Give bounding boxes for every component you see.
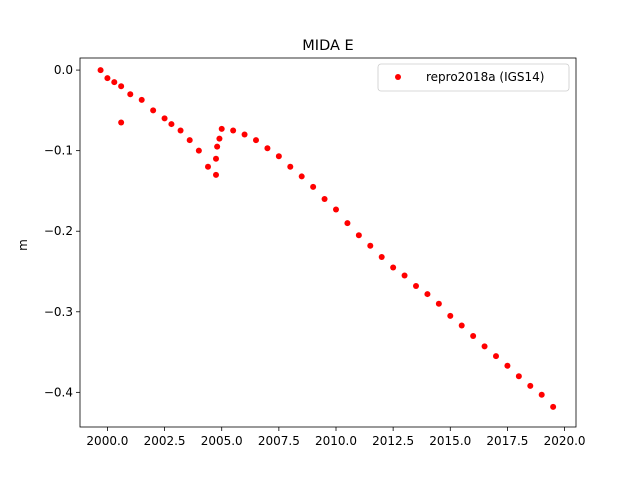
data-point <box>253 137 259 144</box>
data-point <box>435 300 442 307</box>
x-tick-label: 2017.5 <box>486 434 528 448</box>
data-point <box>367 242 374 249</box>
data-point <box>493 353 499 360</box>
data-point <box>344 220 351 227</box>
x-axis: 2000.0 2002.5 2005.0 2007.5 2010.0 2012.5 2015… <box>86 427 586 448</box>
data-point <box>515 373 522 380</box>
data-point <box>138 96 145 103</box>
data-point <box>321 195 328 202</box>
data-point <box>186 137 193 144</box>
data-point <box>401 272 408 279</box>
data-point <box>216 135 223 142</box>
data-point <box>504 362 511 369</box>
data-point <box>177 127 184 134</box>
data-point <box>424 291 431 298</box>
x-tick-label: 2010.0 <box>315 434 357 448</box>
data-point <box>378 254 385 261</box>
y-tick-label: −0.3 <box>44 305 73 319</box>
data-points <box>97 67 557 410</box>
data-point <box>287 163 294 170</box>
data-point <box>333 206 339 213</box>
data-point <box>218 125 225 132</box>
data-point <box>230 127 237 134</box>
x-tick-label: 2020.0 <box>544 434 586 448</box>
x-tick-label: 2007.5 <box>258 434 300 448</box>
data-point <box>298 173 305 180</box>
legend: repro2018a (IGS14) <box>377 63 570 92</box>
data-point <box>214 143 221 150</box>
x-tick-label: 2000.0 <box>86 434 128 448</box>
chart-title: MIDA E <box>302 38 353 54</box>
data-point <box>195 147 202 154</box>
data-point <box>168 121 175 128</box>
y-tick-label: 0.0 <box>54 63 73 77</box>
y-tick-label: −0.4 <box>44 385 73 399</box>
x-tick-label: 2015.0 <box>429 434 471 448</box>
data-point <box>538 391 545 398</box>
data-point <box>213 171 219 178</box>
plot-frame <box>79 57 577 428</box>
data-point <box>390 264 397 271</box>
data-point <box>413 283 419 290</box>
x-tick-label: 2002.5 <box>144 434 186 448</box>
data-point <box>104 75 111 82</box>
legend-label: repro2018a (IGS14) <box>426 70 544 84</box>
data-point <box>264 145 271 152</box>
x-tick-label: 2012.5 <box>372 434 414 448</box>
data-point <box>111 79 118 86</box>
data-point <box>481 343 488 350</box>
legend-marker <box>395 74 401 80</box>
data-point <box>97 67 104 74</box>
data-point <box>213 155 219 162</box>
y-tick-label: −0.1 <box>44 144 73 158</box>
y-axis-label: m <box>16 239 30 251</box>
data-point <box>127 91 134 98</box>
data-point <box>275 153 282 160</box>
y-axis: 0.0 −0.1 −0.2 −0.3 −0.4 <box>44 63 80 399</box>
data-point <box>118 119 125 126</box>
data-point <box>310 183 317 190</box>
x-tick-label: 2005.0 <box>201 434 243 448</box>
legend-box <box>377 63 570 92</box>
data-point <box>205 163 211 170</box>
data-point <box>527 382 534 389</box>
data-point <box>550 403 557 410</box>
data-point <box>161 115 168 122</box>
data-point <box>150 107 157 114</box>
data-point <box>447 312 454 319</box>
data-point <box>241 131 248 138</box>
data-point <box>470 332 477 339</box>
data-point <box>118 83 125 90</box>
data-point <box>355 232 362 239</box>
data-point <box>458 322 465 329</box>
y-tick-label: −0.2 <box>44 224 73 238</box>
